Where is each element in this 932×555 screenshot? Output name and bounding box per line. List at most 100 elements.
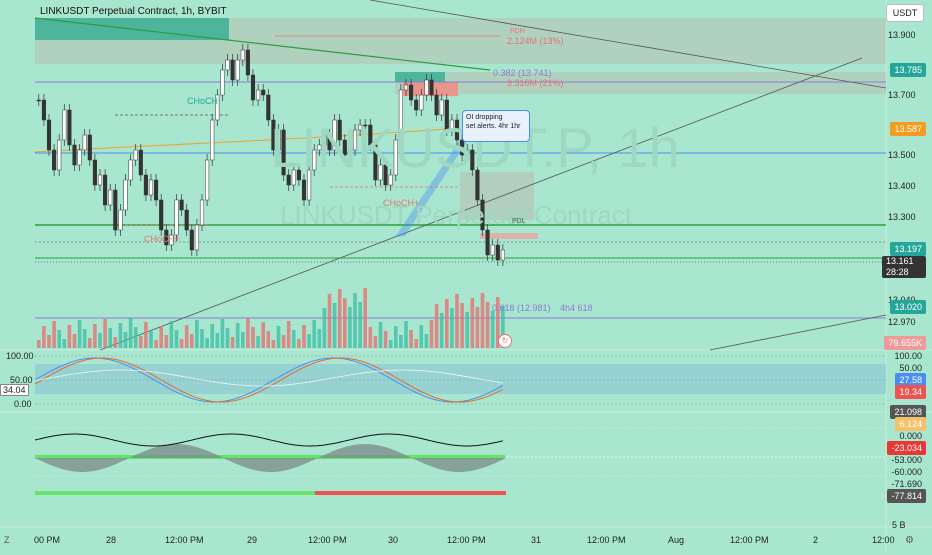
osc1-axis-label: 19.34 (895, 385, 926, 399)
volume-bar (184, 325, 189, 348)
time-tick: 2 (813, 535, 819, 545)
candle (174, 199, 179, 236)
candle (199, 199, 205, 226)
volume-bar (52, 321, 56, 348)
volume-bar (128, 318, 133, 348)
volume-bar (139, 336, 143, 348)
osc2-axis-label: -60.000 (891, 467, 922, 477)
replay-icon[interactable]: ↻ (498, 334, 512, 348)
osc2-red-band-low (315, 491, 506, 495)
candle (485, 229, 490, 256)
candle (307, 169, 312, 201)
volume-bar (133, 327, 138, 348)
time-tick: 12:00 PM (308, 535, 347, 545)
candle (133, 149, 138, 161)
candle (46, 119, 52, 151)
candle (250, 74, 256, 101)
volume-bar (174, 330, 179, 348)
candle (317, 144, 322, 151)
volume-bar (57, 330, 61, 348)
osc1-axis-label: 27.58 (895, 373, 926, 387)
oi-note[interactable]: OI dropping set alerts. 4hr 1hr (462, 110, 530, 142)
volume-bar (343, 298, 347, 348)
volume-bar (394, 326, 398, 348)
volume-bar (261, 322, 265, 348)
candle (383, 164, 388, 186)
candle (347, 149, 352, 156)
volume-bar (205, 338, 209, 348)
candle (62, 109, 67, 141)
volume-bar (37, 340, 41, 348)
osc2-axis-label: 21.098 (890, 405, 926, 419)
osc2-green-band (35, 455, 505, 459)
volume-bar (490, 311, 495, 348)
candle (41, 99, 46, 121)
candle (271, 119, 276, 151)
volume-bar (332, 303, 337, 348)
volume-bar (251, 327, 255, 348)
candle (419, 94, 424, 111)
settings-icon[interactable]: ⚙ (905, 535, 914, 546)
candle (128, 159, 133, 181)
candle (261, 89, 266, 96)
volume-bar (159, 326, 163, 348)
candle (77, 149, 82, 166)
volume-bar (98, 333, 102, 348)
candle (82, 134, 87, 151)
volume-bar (235, 323, 240, 348)
candle (368, 124, 373, 146)
price-tick: 13.700 (888, 90, 916, 100)
osc2-wave (35, 444, 505, 472)
volume-bar (144, 322, 148, 348)
osc2-axis-label: -77.814 (887, 489, 926, 503)
volume-bar (72, 334, 77, 348)
volume-bar (62, 339, 67, 348)
time-tick: 28 (106, 535, 117, 545)
candle (444, 99, 449, 131)
volume-bar (169, 321, 174, 348)
osc2-axis-label: -23.034 (887, 441, 926, 455)
candle (189, 229, 194, 251)
candle (424, 79, 429, 96)
volume-bar (256, 336, 260, 348)
candle (123, 179, 128, 211)
z-button[interactable]: Z (4, 535, 10, 545)
time-tick: 31 (531, 535, 542, 545)
down-trendline (34, 17, 491, 71)
candle (322, 134, 327, 146)
candle (439, 99, 444, 116)
candle (154, 179, 159, 201)
candle (296, 169, 301, 181)
candle (113, 189, 118, 231)
candle (256, 89, 261, 101)
volume-bar (475, 307, 480, 348)
fib-382-label: 0.382 (13.741) (493, 68, 552, 78)
price-tick: 13.300 (888, 212, 916, 222)
price-tick: 12.970 (888, 317, 916, 327)
candle (164, 229, 169, 246)
pdl-zone (480, 233, 538, 239)
chart-title: LINKUSDT Perpetual Contract, 1h, BYBIT (40, 6, 227, 17)
candle (495, 244, 500, 261)
last-price-value: 13.161 (886, 256, 914, 266)
volume-bar (210, 324, 214, 348)
fib-zone (395, 72, 886, 94)
candle (465, 149, 470, 156)
candle (143, 174, 148, 196)
candle (337, 119, 342, 141)
price-tick: 13.400 (888, 181, 916, 191)
candle (352, 129, 358, 151)
candle (398, 89, 403, 141)
volume-bar (103, 319, 107, 348)
osc1-rsi-line (34, 369, 504, 387)
currency-button[interactable]: USDT (886, 4, 924, 22)
candle (266, 94, 271, 121)
candle (475, 169, 480, 201)
volume-bar (82, 329, 87, 348)
volume-bar (281, 335, 286, 348)
volume-bar (317, 329, 322, 348)
candle (409, 84, 414, 101)
volume-bar (246, 318, 250, 348)
